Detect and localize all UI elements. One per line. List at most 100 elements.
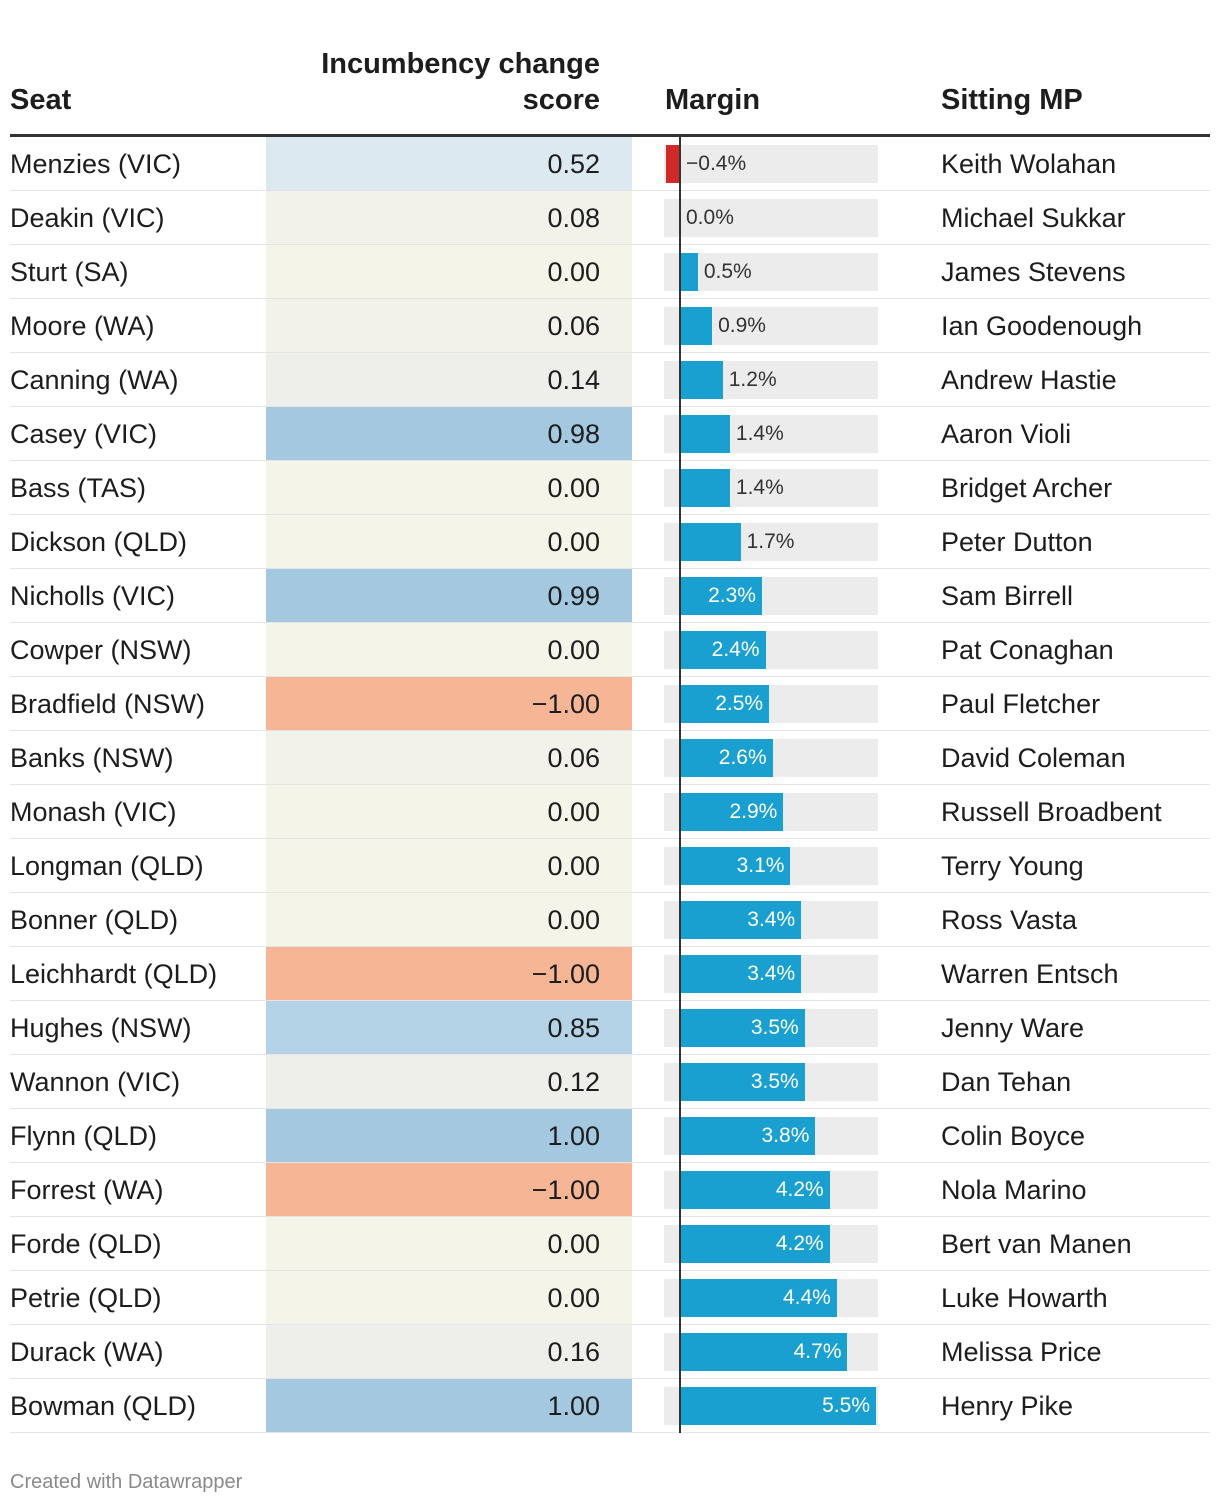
- sitting-mp-cell: Dan Tehan: [941, 1067, 1072, 1097]
- margin-track: 4.2%: [664, 1225, 878, 1263]
- score-cell: 0.14: [266, 353, 632, 407]
- margin-label: 0.5%: [703, 260, 752, 283]
- margin-bar: [680, 1009, 805, 1047]
- seat-cell: Durack (WA): [10, 1337, 164, 1367]
- margin-zero-line: [679, 623, 681, 677]
- margin-label: 1.4%: [735, 476, 784, 499]
- margin-label: 4.4%: [782, 1286, 831, 1309]
- margin-bar: [680, 955, 802, 993]
- score-cell: −1.00: [266, 677, 632, 731]
- table-row: Banks (NSW) 0.06 2.6% David Coleman: [10, 731, 1210, 785]
- header-sitting-mp[interactable]: Sitting MP: [941, 84, 1083, 116]
- score-cell: 0.16: [266, 1325, 632, 1379]
- table-row: Bowman (QLD) 1.00 5.5% Henry Pike: [10, 1379, 1210, 1433]
- margin-label: 4.2%: [775, 1232, 824, 1255]
- sitting-mp-cell: Peter Dutton: [941, 527, 1093, 557]
- score-cell: 0.00: [266, 515, 632, 569]
- margin-track: 3.5%: [664, 1063, 878, 1101]
- margin-label: 2.9%: [729, 800, 778, 823]
- margin-track: 4.7%: [664, 1333, 878, 1371]
- table-row: Sturt (SA) 0.00 0.5% James Stevens: [10, 245, 1210, 299]
- table-row: Deakin (VIC) 0.08 0.0% Michael Sukkar: [10, 191, 1210, 245]
- seat-cell: Banks (NSW): [10, 743, 174, 773]
- margin-track: 3.4%: [664, 901, 878, 939]
- table-row: Canning (WA) 0.14 1.2% Andrew Hastie: [10, 353, 1210, 407]
- seat-cell: Canning (WA): [10, 365, 179, 395]
- header-seat[interactable]: Seat: [10, 84, 72, 116]
- margin-bar: [680, 1063, 805, 1101]
- margin-track: 1.2%: [664, 361, 878, 399]
- margin-bar: [680, 523, 741, 561]
- seat-cell: Moore (WA): [10, 311, 155, 341]
- table-row: Monash (VIC) 0.00 2.9% Russell Broadbent: [10, 785, 1210, 839]
- score-cell: 0.08: [266, 191, 632, 245]
- margin-label: 5.5%: [822, 1394, 870, 1417]
- margin-zero-line: [679, 137, 681, 191]
- sitting-mp-cell: Sam Birrell: [941, 581, 1074, 611]
- sitting-mp-cell: David Coleman: [941, 743, 1126, 773]
- table-row: Menzies (VIC) 0.52 −0.4% Keith Wolahan: [10, 137, 1210, 191]
- table-row: Dickson (QLD) 0.00 1.7% Peter Dutton: [10, 515, 1210, 569]
- header-score-line1: Incumbency change: [321, 48, 600, 80]
- margin-track: 4.4%: [664, 1279, 878, 1317]
- margin-track: 3.5%: [664, 1009, 878, 1047]
- margin-label: 2.5%: [715, 692, 764, 715]
- table-row: Casey (VIC) 0.98 1.4% Aaron Violi: [10, 407, 1210, 461]
- margin-label: 3.8%: [761, 1124, 810, 1147]
- margin-label: 3.4%: [747, 962, 796, 985]
- header-margin[interactable]: Margin: [665, 84, 761, 116]
- margin-bar: [680, 577, 762, 615]
- score-cell: 0.98: [266, 407, 632, 461]
- margin-label: 2.3%: [708, 584, 756, 607]
- sitting-mp-cell: Michael Sukkar: [941, 203, 1126, 233]
- score-cell: 0.12: [266, 1055, 632, 1109]
- margin-track: 0.0%: [664, 199, 878, 237]
- margin-track: 1.7%: [664, 523, 878, 561]
- seat-cell: Bowman (QLD): [10, 1391, 197, 1421]
- seat-cell: Menzies (VIC): [10, 149, 182, 179]
- margin-bar: [680, 1171, 830, 1209]
- margin-track: −0.4%: [664, 145, 878, 183]
- incumbency-table: Seat Incumbency change score Margin Sitt…: [10, 40, 1210, 1433]
- margin-bar: [680, 1117, 816, 1155]
- table-row: Flynn (QLD) 1.00 3.8% Colin Boyce: [10, 1109, 1210, 1163]
- sitting-mp-cell: Andrew Hastie: [941, 365, 1117, 395]
- margin-track: 1.4%: [664, 415, 878, 453]
- margin-track: 4.2%: [664, 1171, 878, 1209]
- score-cell: −1.00: [266, 947, 632, 1001]
- margin-bar: [680, 307, 713, 345]
- margin-zero-line: [679, 1055, 681, 1109]
- table-row: Petrie (QLD) 0.00 4.4% Luke Howarth: [10, 1271, 1210, 1325]
- table-row: Leichhardt (QLD) −1.00 3.4% Warren Entsch: [10, 947, 1210, 1001]
- margin-zero-line: [679, 731, 681, 785]
- score-cell: 0.00: [266, 785, 632, 839]
- margin-track: 0.9%: [664, 307, 878, 345]
- table-row: Longman (QLD) 0.00 3.1% Terry Young: [10, 839, 1210, 893]
- table-row: Forrest (WA) −1.00 4.2% Nola Marino: [10, 1163, 1210, 1217]
- seat-cell: Forrest (WA): [10, 1175, 164, 1205]
- margin-zero-line: [679, 1325, 681, 1379]
- margin-label: 2.4%: [711, 638, 760, 661]
- margin-zero-line: [679, 245, 681, 299]
- table-row: Bonner (QLD) 0.00 3.4% Ross Vasta: [10, 893, 1210, 947]
- sitting-mp-cell: Nola Marino: [941, 1175, 1087, 1205]
- margin-label: 0.0%: [686, 206, 734, 229]
- sitting-mp-cell: Pat Conaghan: [941, 635, 1114, 665]
- seat-cell: Leichhardt (QLD): [10, 959, 218, 989]
- margin-label: 3.1%: [736, 854, 785, 877]
- margin-label: 3.4%: [747, 908, 796, 931]
- table-row: Moore (WA) 0.06 0.9% Ian Goodenough: [10, 299, 1210, 353]
- datawrapper-credit[interactable]: Created with Datawrapper: [10, 1471, 243, 1493]
- seat-cell: Hughes (NSW): [10, 1013, 192, 1043]
- margin-track: 3.4%: [664, 955, 878, 993]
- seat-cell: Flynn (QLD): [10, 1121, 158, 1151]
- table-row: Hughes (NSW) 0.85 3.5% Jenny Ware: [10, 1001, 1210, 1055]
- score-cell: 0.00: [266, 839, 632, 893]
- margin-zero-line: [679, 785, 681, 839]
- score-cell: 0.00: [266, 1217, 632, 1271]
- margin-zero-line: [679, 191, 681, 245]
- margin-zero-line: [679, 893, 681, 947]
- header-incumbency-score[interactable]: Incumbency change score: [266, 46, 600, 118]
- score-cell: 1.00: [266, 1109, 632, 1163]
- margin-track: 2.6%: [664, 739, 878, 777]
